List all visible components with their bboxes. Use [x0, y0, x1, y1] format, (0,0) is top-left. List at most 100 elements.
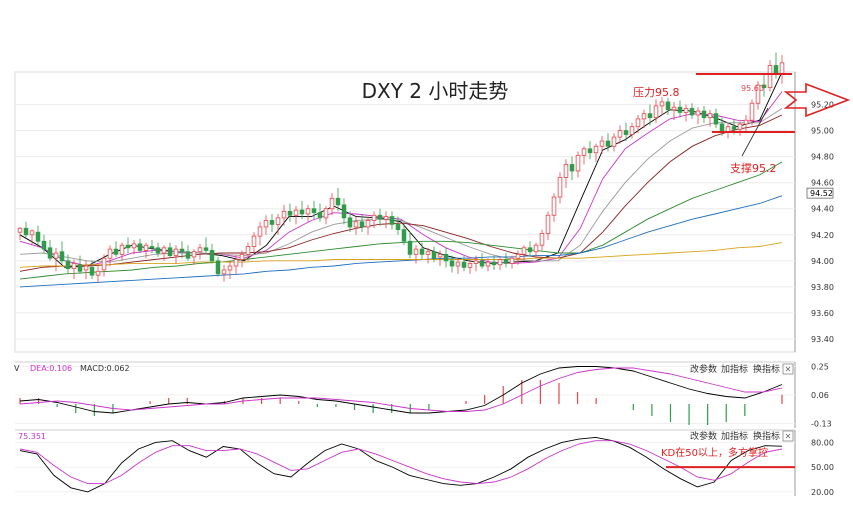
- macd-value-label: MACD:0.062: [80, 364, 130, 373]
- candle-body: [173, 248, 179, 257]
- candle-body: [185, 251, 191, 259]
- candle-body: [455, 261, 461, 267]
- direction-arrow-icon: [783, 82, 851, 118]
- candle-body: [107, 248, 113, 259]
- candle-body: [383, 216, 389, 220]
- candle-body: [479, 260, 485, 267]
- kd-d-line: [19, 440, 783, 485]
- candle-body: [623, 130, 629, 135]
- candle-body: [497, 259, 503, 266]
- kd-params-button[interactable]: 改参数: [690, 430, 717, 442]
- kd-value-label: 75.351: [18, 432, 46, 441]
- candle-body: [137, 243, 143, 251]
- macd-add-button[interactable]: 加指标: [721, 363, 748, 375]
- main-y-tick-label: 93.80: [811, 283, 834, 292]
- candle-body: [467, 263, 473, 268]
- candle-body: [557, 177, 563, 198]
- candle-body: [233, 259, 239, 267]
- candle-body: [707, 113, 713, 118]
- candle-body: [485, 261, 491, 267]
- candle-body: [575, 154, 581, 172]
- candle-body: [605, 140, 611, 147]
- candle-body: [635, 118, 641, 128]
- candle-body: [431, 251, 437, 259]
- candle-body: [371, 214, 377, 221]
- candle-body: [419, 248, 425, 255]
- candle-body: [395, 223, 401, 230]
- candle-body: [377, 214, 383, 220]
- candle-body: [329, 197, 335, 210]
- main-y-tick-label: 94.20: [811, 231, 834, 240]
- candle-body: [611, 136, 617, 147]
- candle-body: [461, 261, 467, 268]
- candle-body: [713, 113, 719, 125]
- candle-body: [425, 251, 431, 255]
- chart-title: DXY 2 小时走势: [362, 79, 509, 103]
- candle-body: [389, 216, 395, 225]
- candle-body: [437, 253, 443, 258]
- kd-add-button[interactable]: 加指标: [721, 430, 748, 442]
- kd-swap-button[interactable]: 换指标: [753, 430, 780, 442]
- kd-close-button[interactable]: ✕: [785, 432, 792, 441]
- candle-body: [659, 101, 665, 107]
- candle-body: [533, 244, 539, 253]
- ma-line-ma30: [19, 114, 783, 272]
- macd-dea-line: [19, 367, 783, 412]
- candle-body: [671, 106, 677, 111]
- candle-body: [413, 248, 419, 255]
- macd-y-tick-label: 0.25: [811, 363, 829, 372]
- candle-body: [245, 246, 251, 255]
- candle-body: [53, 252, 59, 259]
- candle-body: [599, 140, 605, 147]
- main-y-tick-label: 93.40: [811, 335, 834, 344]
- kd-y-tick-label: 80.00: [811, 438, 834, 447]
- macd-params-button[interactable]: 改参数: [690, 363, 717, 375]
- candle-body: [545, 214, 551, 234]
- candle-body: [251, 235, 257, 247]
- candle-body: [221, 269, 227, 275]
- main-y-tick-label: 94.80: [811, 153, 834, 162]
- candle-body: [653, 105, 659, 118]
- candle-body: [539, 233, 545, 246]
- candle-body: [35, 231, 41, 242]
- candle-body: [89, 266, 95, 276]
- candle-body: [95, 270, 101, 276]
- candle-body: [401, 229, 407, 242]
- candle-body: [293, 209, 299, 216]
- candle-body: [527, 247, 533, 253]
- candle-body: [347, 217, 353, 228]
- candle-body: [113, 248, 119, 255]
- candle-body: [197, 247, 203, 253]
- candle-body: [71, 263, 77, 270]
- ma-line-ma60: [19, 161, 783, 280]
- kd-y-tick-label: 20.00: [811, 488, 834, 497]
- resistance-label: 压力95.8: [633, 86, 680, 99]
- candle-body: [689, 108, 695, 116]
- candle-body: [335, 197, 341, 206]
- candle-body: [215, 260, 221, 275]
- candle-body: [407, 240, 413, 255]
- candle-body: [629, 126, 635, 135]
- candle-body: [119, 244, 125, 255]
- candle-body: [287, 210, 293, 216]
- ma-line-ma120: [19, 195, 783, 288]
- macd-prefix: V: [14, 364, 20, 373]
- candle-body: [521, 247, 527, 255]
- candle-body: [281, 210, 287, 219]
- price-marker-label: 94.52: [810, 189, 833, 198]
- candle-body: [17, 227, 23, 233]
- candle-body: [143, 244, 149, 251]
- macd-swap-button[interactable]: 换指标: [753, 363, 780, 375]
- candle-body: [701, 110, 707, 118]
- candle-body: [587, 148, 593, 154]
- candle-body: [299, 209, 305, 215]
- price-marker-box: [806, 187, 834, 199]
- candle-body: [581, 148, 587, 156]
- ma-line-ma250: [19, 242, 783, 268]
- candle-body: [41, 240, 47, 250]
- kd-note: KD在50以上，多方掌控: [661, 446, 768, 459]
- macd-close-button[interactable]: ✕: [785, 365, 792, 374]
- candle-body: [23, 227, 29, 236]
